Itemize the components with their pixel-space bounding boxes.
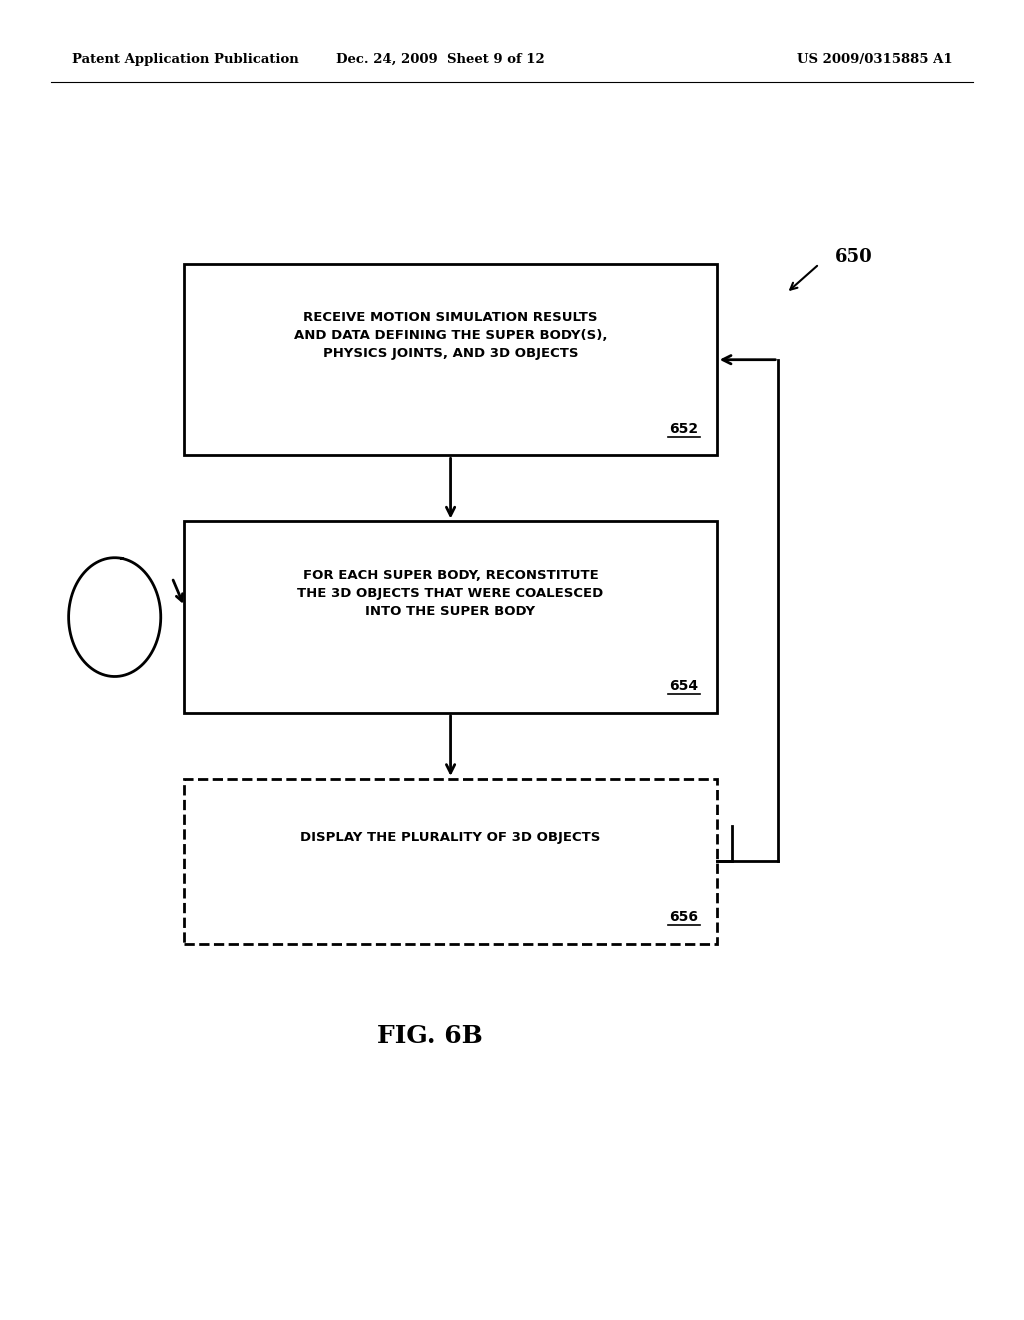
Text: Dec. 24, 2009  Sheet 9 of 12: Dec. 24, 2009 Sheet 9 of 12 [336, 53, 545, 66]
Text: 652: 652 [670, 421, 698, 436]
Text: US 2009/0315885 A1: US 2009/0315885 A1 [797, 53, 952, 66]
Text: FOR EACH SUPER BODY, RECONSTITUTE
THE 3D OBJECTS THAT WERE COALESCED
INTO THE SU: FOR EACH SUPER BODY, RECONSTITUTE THE 3D… [297, 569, 604, 618]
Text: Patent Application Publication: Patent Application Publication [72, 53, 298, 66]
Text: 650: 650 [835, 248, 872, 267]
Text: DISPLAY THE PLURALITY OF 3D OBJECTS: DISPLAY THE PLURALITY OF 3D OBJECTS [300, 832, 601, 843]
Text: 654: 654 [670, 678, 698, 693]
Bar [184, 521, 717, 713]
Text: FIG. 6B: FIG. 6B [377, 1024, 483, 1048]
Text: 656: 656 [670, 909, 698, 924]
Text: RECEIVE MOTION SIMULATION RESULTS
AND DATA DEFINING THE SUPER BODY(S),
PHYSICS J: RECEIVE MOTION SIMULATION RESULTS AND DA… [294, 312, 607, 360]
Bar [184, 779, 717, 944]
Bar [184, 264, 717, 455]
